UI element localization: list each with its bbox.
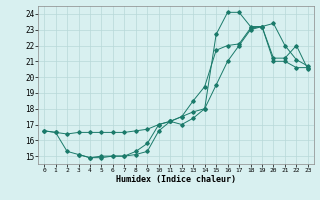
X-axis label: Humidex (Indice chaleur): Humidex (Indice chaleur) [116, 175, 236, 184]
